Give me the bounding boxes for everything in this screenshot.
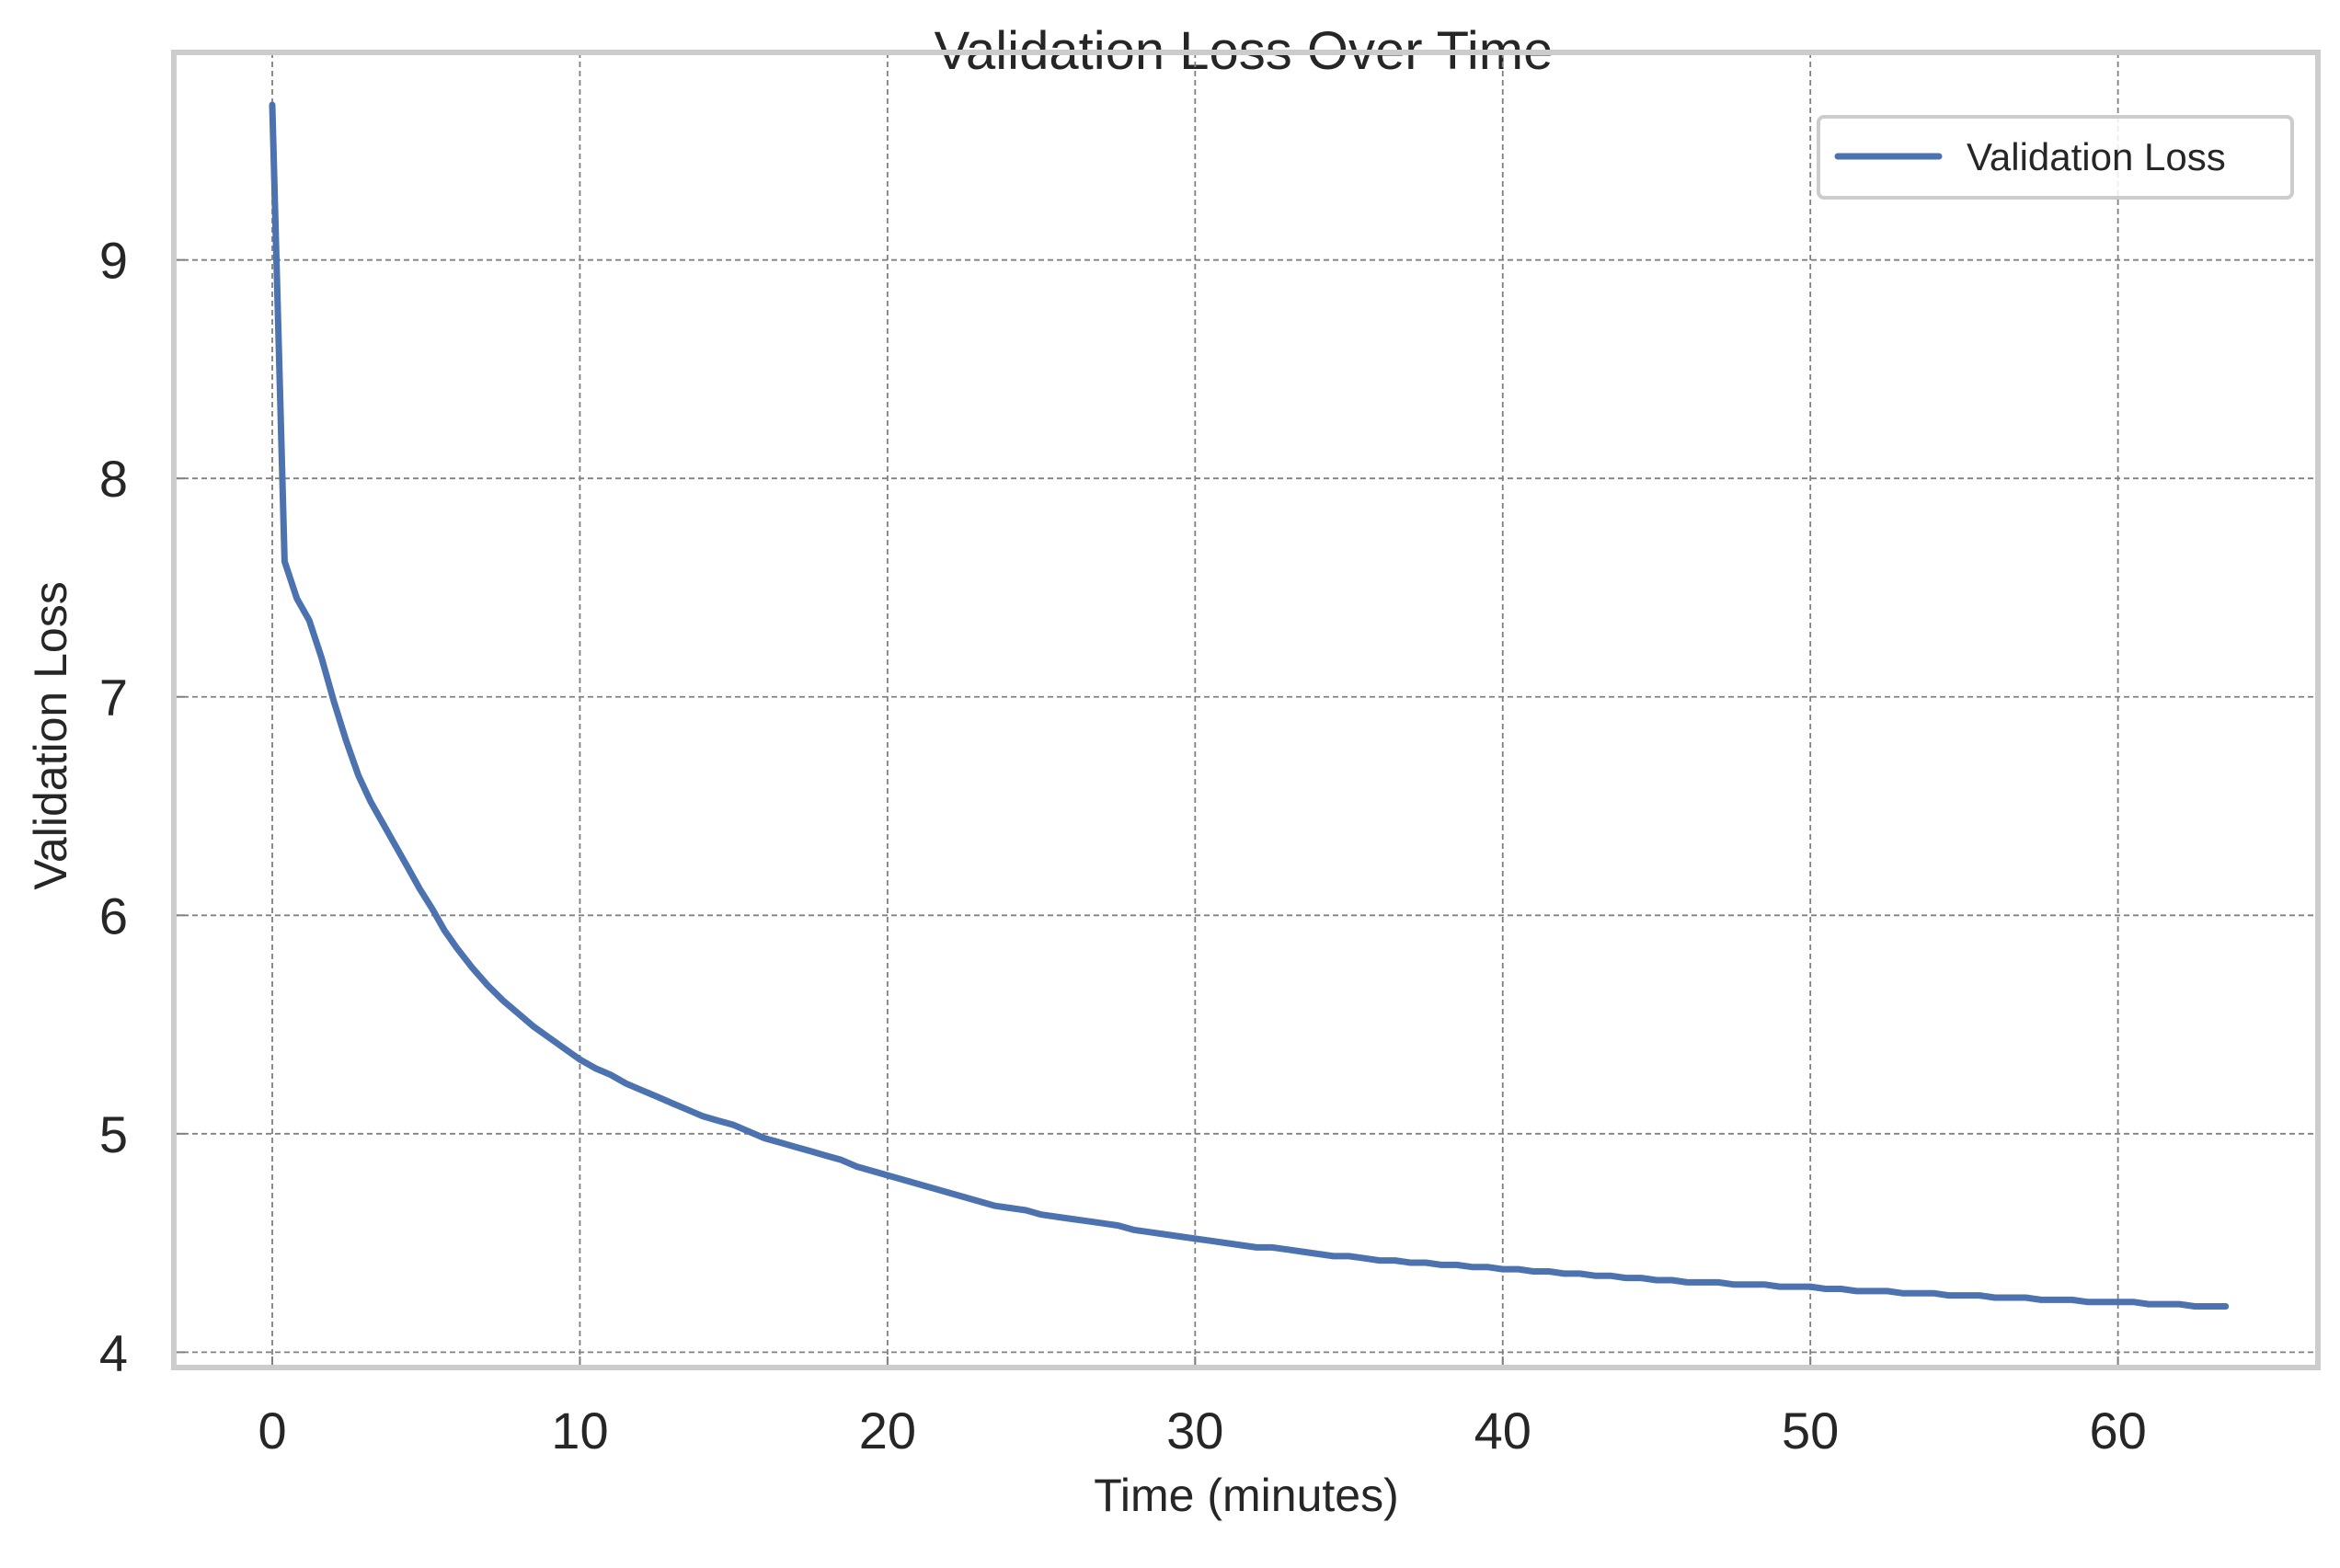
y-tick-label: 9 — [99, 232, 128, 290]
x-tick-label: 0 — [258, 1402, 286, 1459]
x-tick-label: 20 — [859, 1402, 916, 1459]
plot-frame — [171, 50, 2321, 1370]
x-axis-label: Time (minutes) — [1094, 1470, 1399, 1521]
x-tick-label: 60 — [2089, 1402, 2146, 1459]
y-tick-label: 5 — [99, 1105, 128, 1163]
axis-ticks: 0 10 20 30 40 50 60 4 5 6 7 8 9 — [99, 232, 2147, 1459]
y-tick-label: 7 — [99, 669, 128, 727]
y-tick-label: 8 — [99, 450, 128, 508]
x-tick-label: 30 — [1166, 1402, 1223, 1459]
legend-label: Validation Loss — [1967, 135, 2226, 178]
series-line-validation-loss — [269, 101, 2230, 1310]
x-tick-label: 50 — [1782, 1402, 1839, 1459]
legend-box — [1817, 115, 2294, 200]
y-tick-label: 6 — [99, 887, 128, 944]
grid — [174, 52, 2318, 1368]
y-axis-label: Validation Loss — [25, 581, 76, 889]
y-tick-label: 4 — [99, 1323, 128, 1381]
x-tick-label: 10 — [551, 1402, 608, 1459]
legend: Validation Loss — [1817, 115, 2294, 200]
x-tick-label: 40 — [1474, 1402, 1531, 1459]
